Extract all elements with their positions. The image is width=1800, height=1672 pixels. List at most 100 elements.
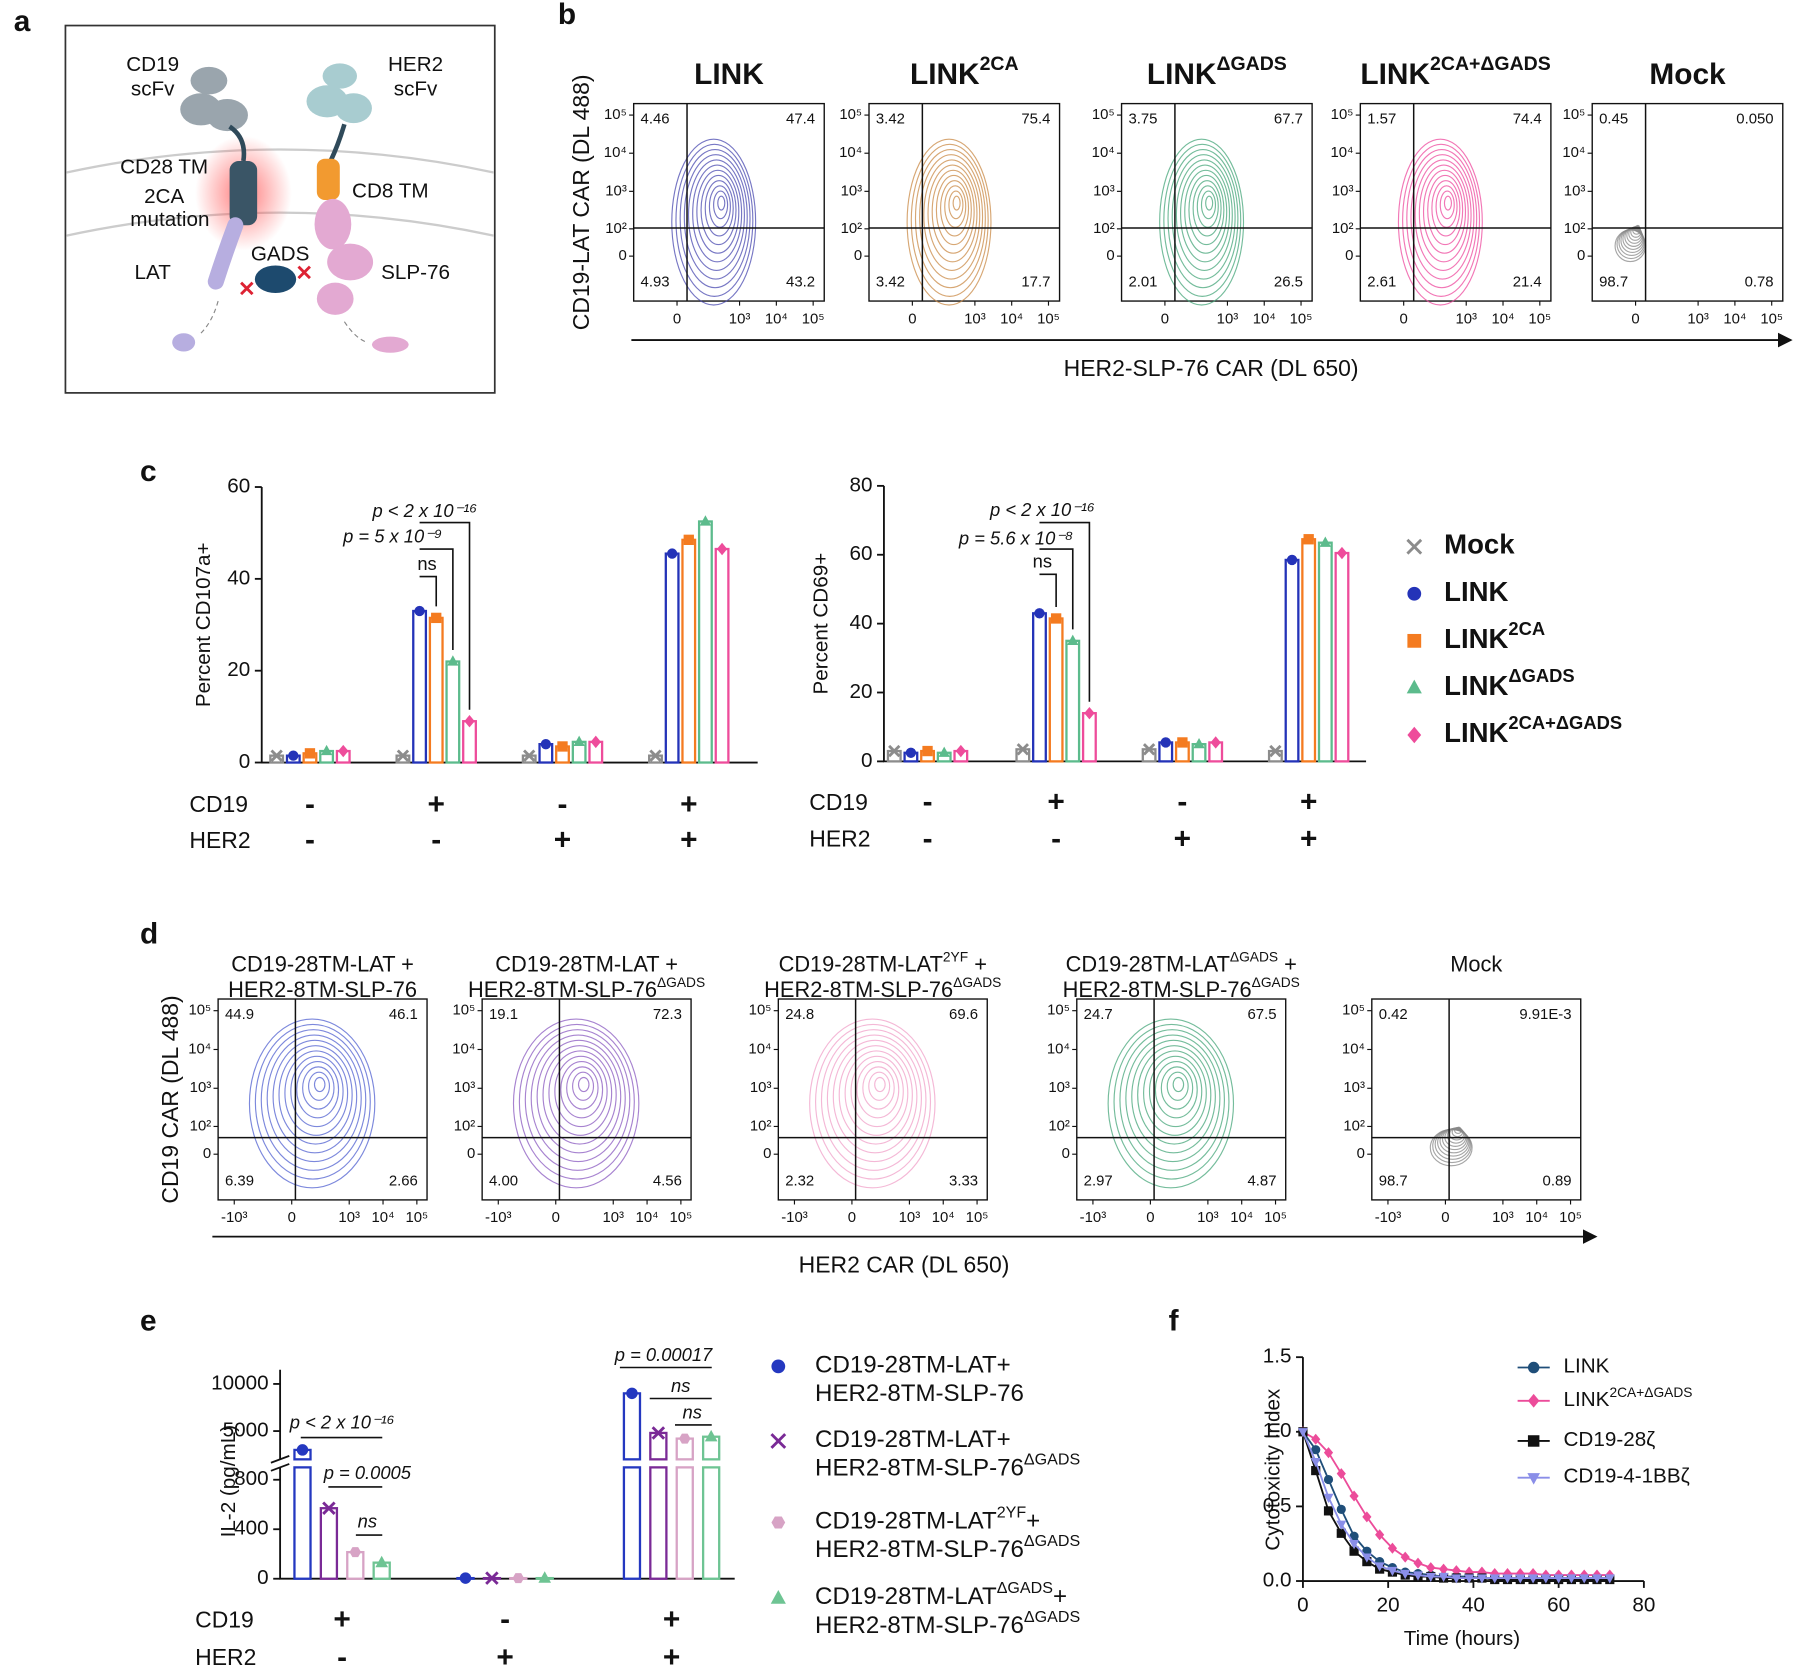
cd19-scfv [180, 66, 248, 132]
text-span: HER2-8TM-SLP-76 [815, 1612, 1024, 1639]
text-span: CD19-28ζ [1564, 1428, 1656, 1451]
contour [1439, 190, 1455, 220]
marker [905, 747, 917, 758]
plot-title: LINK [694, 58, 764, 91]
contour [671, 138, 757, 306]
y-tick-label: 10⁵ [452, 1002, 475, 1019]
gads [254, 265, 297, 294]
contour [1172, 1076, 1185, 1093]
series-line [1302, 1431, 1610, 1579]
condition-label: CD19 [195, 1606, 254, 1632]
x-tick-label: 10³ [729, 310, 751, 327]
contour [313, 1076, 326, 1093]
y-axis-label: Percent CD107a+ [192, 542, 215, 707]
quadrant-value: 2.66 [389, 1172, 418, 1189]
contour [919, 154, 984, 280]
text-span: HER2-8TM-SLP-76 [764, 977, 953, 1002]
y-tick-label: 0 [1345, 247, 1353, 264]
text-span: + [1278, 951, 1297, 976]
x-tick-label: 10⁵ [966, 1209, 989, 1226]
marker [1407, 726, 1422, 744]
x-tick-label: 10³ [1687, 310, 1709, 327]
text-span: LINK [1360, 58, 1430, 91]
x-tick-label: 10⁴ [636, 1209, 659, 1226]
y-tick-label: 10² [841, 220, 863, 237]
contour [683, 154, 748, 280]
marker [1349, 1490, 1359, 1502]
quadrant-value: 98.7 [1599, 274, 1628, 291]
marker [296, 1444, 309, 1456]
bar [1284, 558, 1300, 763]
marker [1311, 1466, 1321, 1476]
legend-label: LINKΔGADS [1444, 665, 1575, 701]
contour [1188, 174, 1225, 246]
x-tick-label: 0 [288, 1209, 296, 1226]
x-tick-label: -10³ [221, 1209, 248, 1226]
contour [850, 1055, 904, 1128]
quadrant-value: 46.1 [389, 1006, 418, 1023]
diagram-label: CD8 TM [352, 179, 429, 202]
marker [699, 515, 712, 526]
marker [704, 1429, 718, 1442]
contour [914, 148, 986, 289]
y-tick-label: 40 [849, 611, 872, 634]
y-tick-label: 60 [227, 474, 250, 497]
condition-sign: - [500, 1603, 510, 1636]
contour [906, 138, 992, 306]
contour [948, 190, 964, 220]
y-tick-label: 10³ [1332, 182, 1354, 199]
marker [288, 750, 299, 761]
bracket [419, 548, 454, 651]
y-tick-label: 10⁵ [1331, 106, 1354, 123]
bar [697, 520, 713, 764]
x-tick-label: 10⁴ [932, 1209, 955, 1226]
y-tick-label: 10⁵ [749, 1002, 772, 1019]
plot-frame [1359, 102, 1552, 302]
x-tick-label: 10³ [1197, 1209, 1219, 1226]
text-span: CD19-4-1BBζ [1564, 1465, 1690, 1488]
contour [307, 1071, 331, 1101]
contour [826, 1034, 922, 1163]
contour [1154, 1061, 1198, 1119]
y-tick-label: 10² [750, 1117, 772, 1134]
contour [284, 1050, 349, 1136]
quadrant-value: 2.01 [1128, 274, 1157, 291]
axis [279, 1369, 735, 1580]
x-tick-label: 0 [1400, 310, 1408, 327]
marker [1451, 1574, 1462, 1584]
text-span: CD19-28TM-LAT + [231, 951, 414, 976]
contour [1192, 180, 1222, 237]
quadrant-value: 19.1 [489, 1006, 518, 1023]
quadrant-value: 3.42 [876, 274, 905, 291]
plot-frame [1591, 102, 1784, 302]
contour [935, 174, 972, 246]
contour [874, 1076, 886, 1093]
marker [771, 1359, 786, 1374]
y-tick-label: 0.5 [1263, 1494, 1292, 1517]
marker [557, 741, 568, 752]
quadrant-value: 2.97 [1084, 1172, 1113, 1189]
plot-title: CD19-28TM-LATΔGADS + [1066, 950, 1297, 977]
x-tick-label: 10³ [602, 1209, 624, 1226]
y-tick-label: 10⁵ [604, 106, 627, 123]
marker [573, 735, 585, 746]
text-span: CD19-28TM-LAT [815, 1584, 997, 1611]
marker [1412, 1571, 1424, 1581]
contour [814, 1023, 932, 1180]
bar [664, 552, 680, 764]
x-tick-label: 10⁴ [1492, 310, 1515, 327]
x-tick-label: 10⁵ [1290, 310, 1313, 327]
marker [1528, 1574, 1539, 1584]
superscript: ΔGADS [1024, 1608, 1080, 1626]
marker [1591, 1574, 1603, 1584]
superscript: 2CA [1508, 618, 1545, 639]
cd28-tm [229, 161, 258, 226]
marker [538, 1571, 552, 1583]
superscript: ΔGADS [997, 1579, 1053, 1597]
condition-label: HER2 [809, 826, 870, 852]
legend-label: CD19-28TM-LATΔGADS+ [815, 1579, 1067, 1610]
y-tick-label: 10⁵ [839, 106, 862, 123]
legend-label: LINK2CA+ΔGADS [1444, 712, 1622, 748]
series-line [1302, 1431, 1610, 1579]
y-tick-label: 10⁴ [188, 1040, 211, 1057]
